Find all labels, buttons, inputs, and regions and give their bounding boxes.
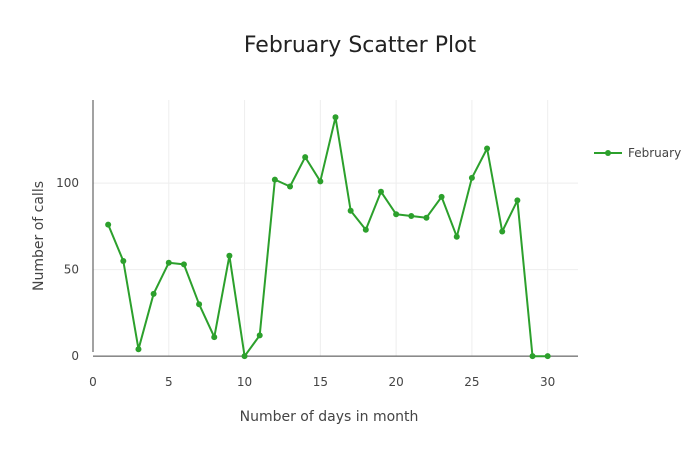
data-point[interactable] (453, 233, 460, 240)
data-point[interactable] (544, 353, 551, 360)
x-ticks: 0 5 10 15 20 25 30 (89, 375, 555, 389)
data-point[interactable] (468, 174, 475, 181)
y-tick-label: 100 (56, 176, 79, 190)
data-point[interactable] (256, 332, 263, 339)
data-point[interactable] (377, 188, 384, 195)
x-tick-label: 0 (89, 375, 97, 389)
x-tick-label: 25 (464, 375, 479, 389)
x-tick-label: 10 (237, 375, 252, 389)
data-point[interactable] (332, 114, 339, 121)
data-point[interactable] (196, 301, 203, 308)
data-point[interactable] (150, 290, 157, 297)
data-point[interactable] (302, 154, 309, 161)
data-point[interactable] (165, 259, 172, 266)
data-point[interactable] (362, 226, 369, 233)
data-point[interactable] (408, 212, 415, 219)
x-tick-label: 30 (540, 375, 555, 389)
data-point[interactable] (423, 214, 430, 221)
grid-layer (93, 100, 578, 357)
data-point[interactable] (438, 193, 445, 200)
data-point[interactable] (484, 145, 491, 152)
chart-title: February Scatter Plot (244, 33, 477, 58)
data-point[interactable] (393, 211, 400, 218)
x-tick-label: 5 (165, 375, 173, 389)
series-line (107, 116, 548, 358)
y-tick-label: 50 (64, 263, 79, 277)
data-point[interactable] (211, 334, 218, 341)
data-point[interactable] (514, 197, 521, 204)
legend-label: February (628, 146, 681, 160)
data-point[interactable] (529, 353, 536, 360)
data-point[interactable] (317, 178, 324, 185)
y-axis-title: Number of calls (31, 181, 47, 291)
legend-marker (605, 150, 611, 156)
series-layer (105, 114, 551, 360)
data-point[interactable] (347, 207, 354, 214)
data-point[interactable] (180, 261, 187, 268)
data-point[interactable] (241, 353, 248, 360)
data-point[interactable] (287, 183, 294, 190)
data-point[interactable] (135, 346, 142, 353)
data-point[interactable] (120, 257, 127, 264)
data-point[interactable] (105, 221, 112, 228)
x-tick-label: 20 (388, 375, 403, 389)
data-point[interactable] (499, 228, 506, 235)
y-ticks: 0 50 100 (56, 176, 79, 363)
x-axis-title: Number of days in month (240, 409, 419, 425)
legend[interactable]: February (594, 146, 681, 160)
x-tick-label: 15 (313, 375, 328, 389)
data-point[interactable] (271, 176, 278, 183)
y-tick-label: 0 (71, 349, 79, 363)
data-point[interactable] (226, 252, 233, 259)
